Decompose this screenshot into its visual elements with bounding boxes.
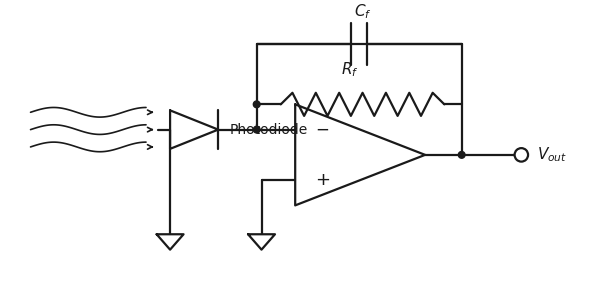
- Text: Photodiode: Photodiode: [230, 123, 308, 137]
- Circle shape: [253, 101, 260, 108]
- Text: −: −: [315, 121, 329, 139]
- Circle shape: [458, 152, 465, 158]
- Text: $R_f$: $R_f$: [341, 61, 358, 79]
- Circle shape: [253, 126, 260, 133]
- Text: +: +: [314, 171, 329, 189]
- Text: $C_f$: $C_f$: [354, 2, 372, 21]
- Text: $V_{out}$: $V_{out}$: [537, 145, 567, 164]
